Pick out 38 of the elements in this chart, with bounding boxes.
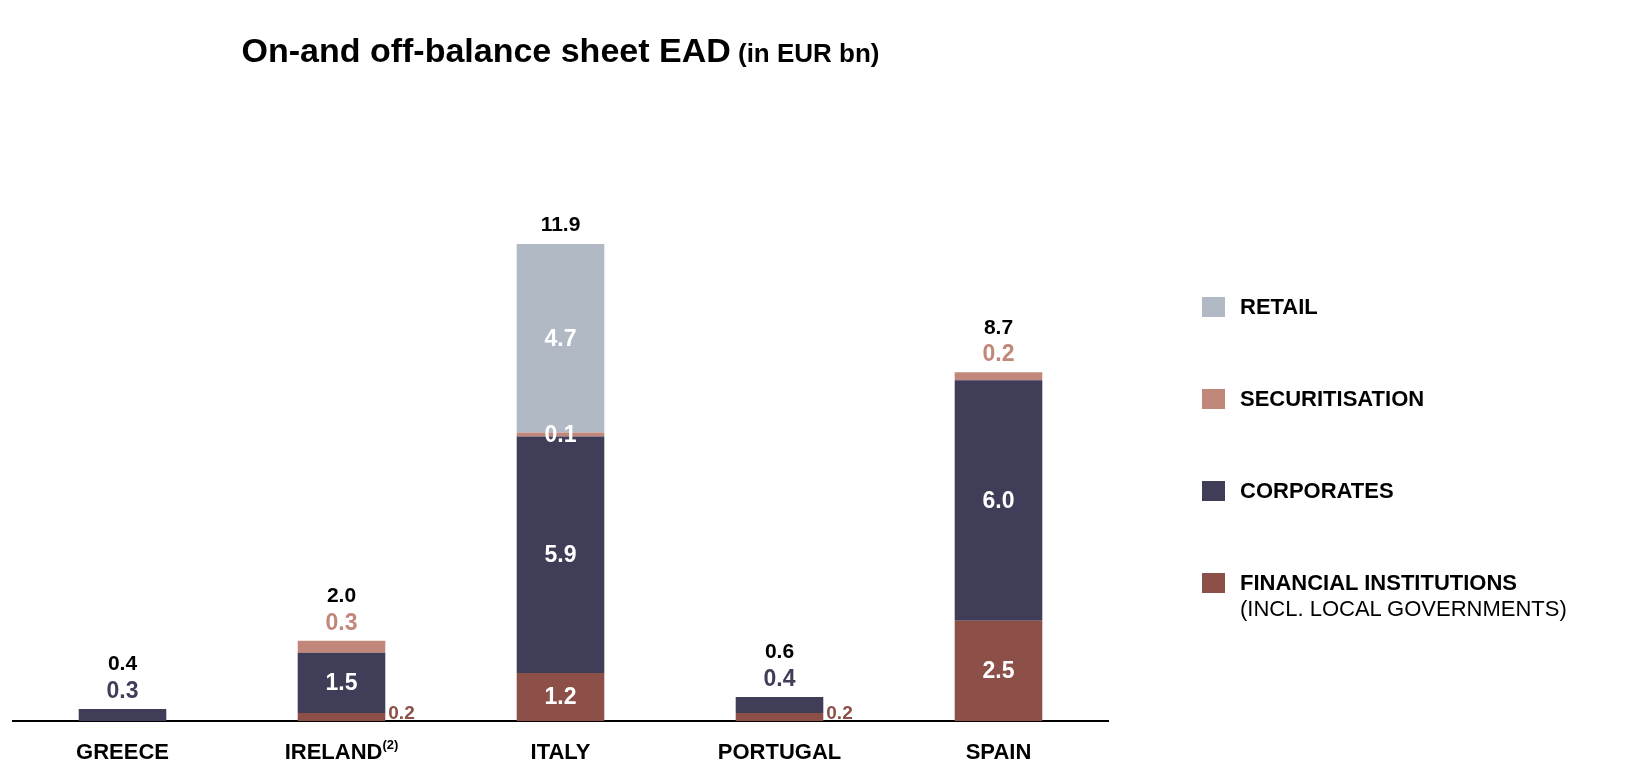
x-tick-label: GREECE	[76, 739, 169, 764]
legend-label: RETAIL	[1240, 294, 1318, 320]
bar	[735, 696, 824, 713]
bar	[954, 372, 1043, 381]
legend-label: SECURITISATION	[1240, 386, 1425, 412]
bar	[297, 640, 386, 653]
data-label: 0.2	[982, 340, 1015, 367]
data-label: 0.4	[763, 664, 796, 691]
data-label: 5.9	[544, 541, 577, 567]
chart-title: On-and off-balance sheet EAD	[241, 31, 731, 69]
data-label: 1.2	[544, 683, 577, 710]
total-label: 0.6	[764, 639, 795, 663]
bar	[954, 380, 1043, 621]
x-tick-label: PORTUGAL	[717, 739, 842, 764]
legend-label: CORPORATES	[1240, 478, 1394, 504]
legend-label: FINANCIAL INSTITUTIONS (INCL. LOCAL GOVERNMENTS)	[1240, 570, 1567, 622]
total-label: 0.4	[107, 651, 138, 675]
x-tick-label: ITALY	[530, 739, 591, 764]
data-label: 4.7	[544, 324, 577, 351]
bar	[78, 708, 167, 721]
bar	[954, 620, 1043, 721]
data-label: 0.1	[544, 420, 577, 447]
total-label: 11.9	[540, 212, 581, 236]
bar	[297, 712, 386, 721]
chart-subtitle: (in EUR bn)	[730, 38, 880, 68]
x-tick-label: SPAIN	[965, 739, 1032, 764]
total-label: 2.0	[326, 583, 357, 607]
data-label: 2.5	[982, 657, 1015, 684]
bar	[516, 672, 605, 721]
data-label: 0.2	[826, 701, 853, 723]
data-label: 6.0	[982, 486, 1015, 513]
bar	[735, 712, 824, 721]
total-label: 8.7	[983, 314, 1014, 338]
data-label: 0.3	[106, 676, 139, 703]
data-label: 0.3	[325, 608, 358, 635]
data-label: 0.2	[388, 701, 415, 723]
data-label: 1.5	[325, 669, 358, 696]
bar	[297, 652, 386, 713]
